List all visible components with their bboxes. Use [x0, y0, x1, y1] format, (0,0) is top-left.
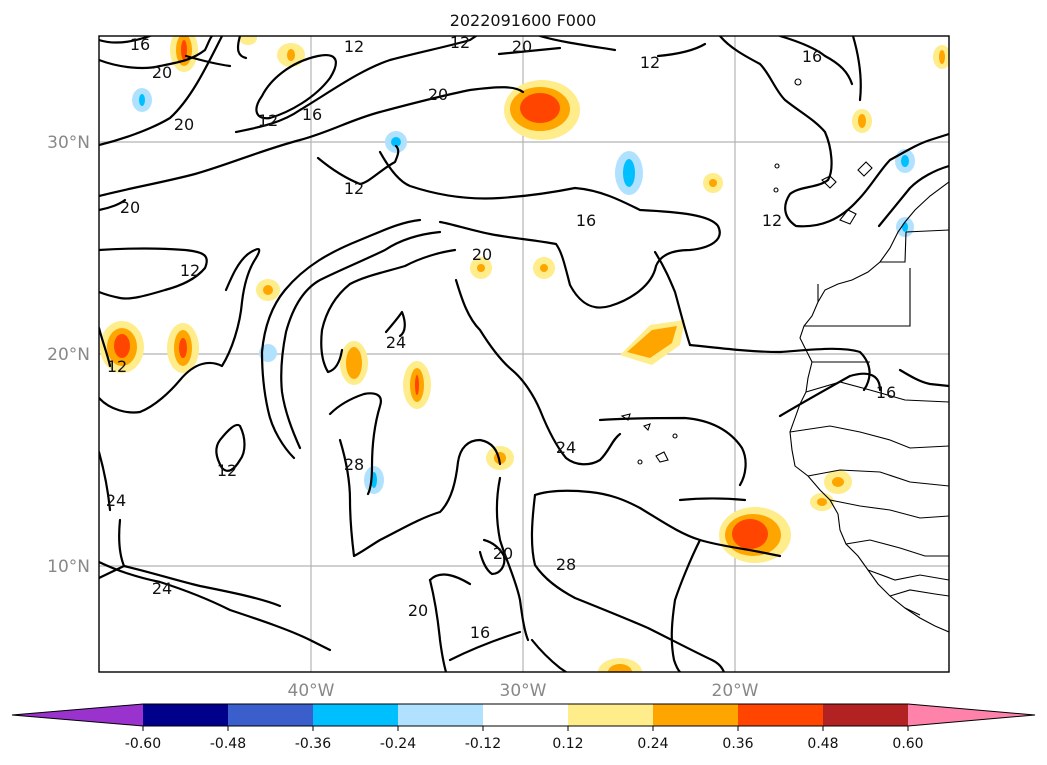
contour-label: 20 [152, 63, 172, 82]
contour-label: 12 [180, 261, 200, 280]
colorbar-tick-label: -0.24 [380, 736, 416, 752]
contour-label: 12 [762, 211, 782, 230]
negative-blob-2 [385, 131, 407, 153]
colorbar-tick-label: -0.60 [125, 736, 161, 752]
contour-label: 12 [640, 53, 660, 72]
contour-label: 20 [493, 544, 513, 563]
negative-blob-5 [364, 466, 384, 494]
contour-labels: 16 20 12 12 20 12 16 12 16 20 12 20 20 1… [106, 33, 896, 642]
colorbar: -0.60 -0.48 -0.36 -0.24 -0.12 0.12 0.24 0.36 0.4… [11, 703, 1036, 752]
positive-blob-center-1 [340, 341, 368, 385]
map-area: 16 20 12 12 20 12 16 12 16 20 12 20 20 1… [99, 33, 949, 672]
colorbar-segment [738, 704, 823, 726]
colorbar-tick-label: 0.36 [722, 736, 753, 752]
colorbar-segment [823, 704, 908, 726]
contour-label: 24 [556, 438, 576, 457]
lat-label-20n: 20°N [47, 345, 90, 365]
colorbar-segment [228, 704, 313, 726]
positive-blob-top-b [277, 43, 305, 67]
negative-blob-3 [615, 151, 643, 195]
contour-label: 20 [408, 601, 428, 620]
positive-blob-30w [504, 80, 580, 140]
positive-blob-19w [719, 507, 791, 563]
colorbar-tick-label: 0.24 [637, 736, 668, 752]
contour-label: 24 [386, 333, 406, 352]
coastlines [620, 78, 949, 633]
shaded-anomalies [100, 36, 949, 672]
contour-label: 20 [174, 115, 194, 134]
map-frame [98, 35, 950, 673]
lat-label-30n: 30°N [47, 133, 90, 153]
contour-label: 28 [344, 455, 364, 474]
colorbar-tick-label: -0.12 [465, 736, 501, 752]
contour-label: 12 [344, 179, 364, 198]
colorbar-segment [313, 704, 398, 726]
colorbar-tick-label: -0.36 [295, 736, 331, 752]
contour-label: 20 [120, 198, 140, 217]
positive-blob-west-2 [167, 323, 199, 373]
contour-label: 16 [130, 35, 150, 54]
contour-label: 28 [556, 555, 576, 574]
contour-label: 12 [450, 33, 470, 52]
colorbar-segment [568, 704, 653, 726]
contour-label: 20 [472, 245, 492, 264]
colorbar-tick-label: -0.48 [210, 736, 246, 752]
colorbar-segment [143, 704, 228, 726]
lon-label-40w: 40°W [288, 681, 335, 701]
contour-label: 12 [107, 357, 127, 376]
lat-label-10n: 10°N [47, 557, 90, 577]
contour-label: 16 [470, 623, 490, 642]
colorbar-tick-label: 0.48 [807, 736, 838, 752]
colorbar-extend-low [12, 704, 143, 726]
contour-label: 16 [302, 105, 322, 124]
contour-label: 24 [152, 579, 172, 598]
contour-label: 12 [344, 37, 364, 56]
colorbar-segment [483, 704, 568, 726]
colorbar-tick-label: 0.60 [892, 736, 923, 752]
contour-label: 16 [876, 383, 896, 402]
colorbar-segment [398, 704, 483, 726]
contour-label: 12 [258, 111, 278, 130]
colorbar-extend-high [908, 704, 1035, 726]
positive-blob-24w [620, 320, 685, 365]
contour-label: 20 [428, 85, 448, 104]
contour-label: 24 [106, 491, 126, 510]
lon-label-20w: 20°W [712, 681, 759, 701]
contour-label: 16 [802, 47, 822, 66]
contour-label: 20 [512, 37, 532, 56]
positive-blob-west-1 [100, 321, 144, 373]
colorbar-segment [653, 704, 738, 726]
negative-blob-1 [132, 88, 152, 112]
graticule [99, 36, 949, 672]
colorbar-tick-label: 0.12 [552, 736, 583, 752]
lon-label-30w: 30°W [500, 681, 547, 701]
plot-title: 2022091600 F000 [450, 11, 597, 30]
contour-label: 12 [217, 461, 237, 480]
contour-label: 16 [576, 211, 596, 230]
positive-blob-top-a [170, 36, 198, 72]
positive-blob-center-2 [403, 361, 431, 409]
contour-lines [99, 36, 949, 672]
